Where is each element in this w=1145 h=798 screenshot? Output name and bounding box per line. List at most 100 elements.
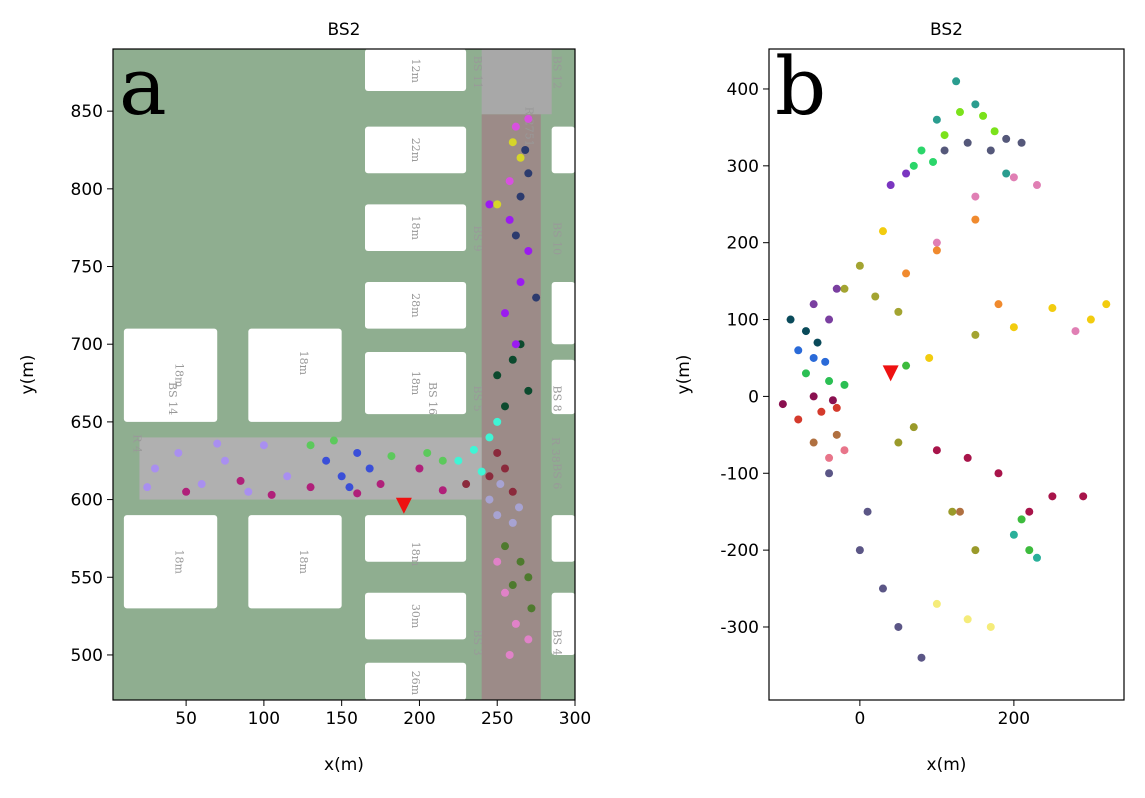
building	[365, 515, 467, 562]
point	[516, 557, 525, 566]
point	[524, 635, 533, 644]
point	[469, 445, 478, 454]
building	[365, 204, 467, 251]
point	[511, 340, 520, 349]
map-label: 22m	[409, 138, 422, 163]
point	[1032, 181, 1041, 190]
x-tick-label: 250	[481, 709, 513, 729]
point	[516, 192, 525, 201]
point	[1009, 323, 1018, 332]
map-label: BS 14	[166, 382, 179, 415]
point	[909, 161, 918, 170]
point	[825, 377, 834, 386]
point	[501, 542, 509, 551]
x-tick-label: 300	[559, 709, 591, 729]
point	[353, 489, 362, 498]
road	[481, 114, 541, 700]
point	[387, 452, 396, 461]
point	[917, 653, 926, 662]
x-axis-label: x(m)	[324, 755, 364, 775]
point	[524, 246, 533, 255]
point	[221, 456, 229, 465]
building	[551, 359, 575, 415]
point	[986, 146, 995, 155]
point	[322, 456, 331, 465]
point	[825, 315, 834, 324]
building	[248, 515, 342, 609]
road	[481, 49, 552, 115]
point	[1017, 138, 1026, 147]
point	[1048, 492, 1057, 501]
point	[1048, 304, 1057, 313]
point	[778, 400, 787, 409]
base-station	[395, 497, 412, 514]
point	[345, 483, 354, 492]
point	[963, 453, 972, 462]
point	[994, 300, 1003, 309]
point	[415, 464, 424, 473]
axes-frame	[112, 48, 576, 701]
point	[462, 480, 471, 489]
building	[551, 126, 575, 174]
point	[809, 353, 818, 362]
x-axis-label: x(m)	[927, 755, 967, 775]
point	[986, 622, 995, 631]
point	[524, 169, 533, 178]
point	[496, 480, 505, 489]
point	[955, 507, 964, 516]
point	[925, 353, 934, 362]
point	[493, 448, 502, 457]
point	[493, 417, 502, 426]
point	[1009, 173, 1018, 182]
point	[477, 467, 486, 476]
building	[551, 515, 575, 562]
chart-title: BS2	[930, 20, 963, 40]
point	[932, 238, 941, 247]
point	[485, 495, 494, 504]
point	[508, 487, 517, 496]
point	[197, 480, 206, 489]
point	[1079, 492, 1088, 501]
point	[817, 407, 826, 416]
point	[1086, 315, 1095, 324]
point	[932, 446, 941, 455]
point	[1025, 546, 1034, 555]
point	[493, 371, 502, 380]
map-label: R 2751	[522, 107, 535, 147]
building	[248, 328, 342, 422]
point	[963, 615, 972, 624]
point	[917, 146, 926, 155]
panel-label: a	[119, 40, 167, 133]
map-label: BS 6	[550, 463, 563, 489]
point	[283, 472, 292, 481]
map-label: BS 3	[471, 629, 484, 655]
point	[929, 157, 938, 166]
point	[493, 557, 502, 566]
map-label: R 4	[130, 434, 143, 453]
x-tick-label: 150	[325, 709, 357, 729]
point	[353, 448, 362, 457]
point	[932, 246, 941, 255]
point	[337, 472, 346, 481]
point	[485, 433, 494, 442]
point	[894, 307, 903, 316]
map-label: 12m	[409, 59, 422, 84]
point	[501, 464, 509, 473]
y-tick-label: 100	[727, 311, 759, 331]
y-tick-label: -100	[720, 464, 759, 484]
map-label: 18m	[409, 371, 422, 396]
point	[840, 380, 849, 389]
point	[809, 300, 818, 309]
y-tick-label: 850	[71, 102, 103, 122]
point	[832, 284, 841, 293]
point	[786, 315, 795, 324]
point	[493, 511, 502, 520]
point	[151, 464, 159, 473]
point	[971, 330, 980, 339]
point	[832, 430, 841, 439]
point	[511, 122, 520, 131]
point	[902, 361, 911, 370]
x-tick-label: 100	[248, 709, 280, 729]
point	[501, 309, 509, 318]
building	[365, 126, 467, 174]
